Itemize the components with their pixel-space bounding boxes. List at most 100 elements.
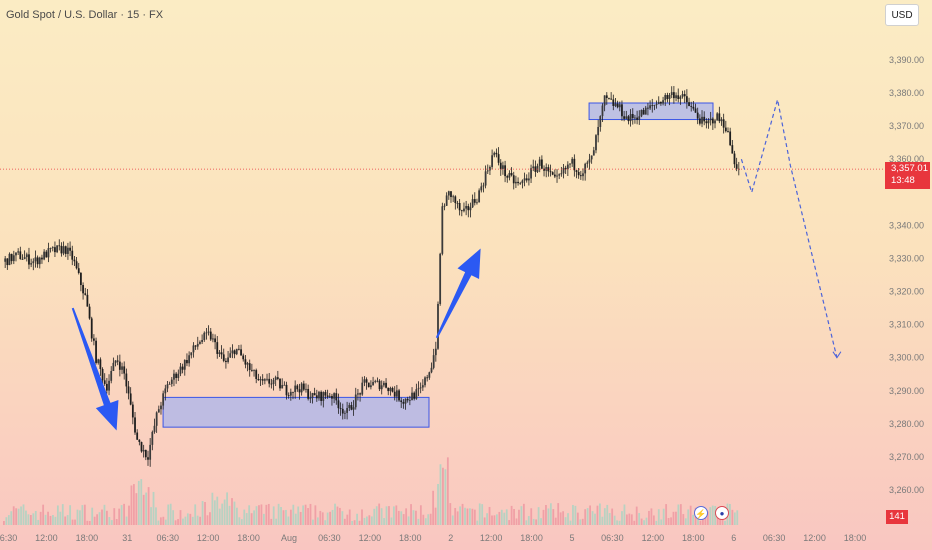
candle-body: [322, 392, 325, 401]
volume-bar: [645, 517, 648, 525]
volume-bar: [356, 513, 358, 525]
volume-bar: [238, 517, 241, 525]
volume-bar: [572, 504, 574, 525]
candle-body: [540, 159, 543, 169]
candle-body: [385, 382, 387, 388]
candle-body: [692, 106, 695, 109]
volume-bar: [231, 498, 233, 525]
volume-bar: [503, 512, 506, 525]
candle-body: [279, 378, 281, 389]
candle-body: [333, 393, 336, 399]
volume-bar: [358, 520, 361, 525]
candle-body: [365, 379, 368, 383]
volume-bar: [130, 485, 133, 525]
candle-body: [194, 345, 197, 347]
candle-body: [638, 116, 641, 120]
candle-body: [216, 342, 219, 354]
candle-body: [662, 100, 664, 104]
volume-bar: [167, 504, 170, 525]
flash-icon[interactable]: ⚡: [694, 506, 708, 520]
candle-body: [543, 168, 545, 171]
candle-body: [348, 405, 351, 409]
volume-bar: [667, 518, 670, 525]
candle-body: [670, 92, 673, 96]
candle-body: [517, 181, 519, 184]
volume-bar: [147, 487, 150, 525]
candle-body: [569, 163, 571, 165]
volume-bar: [417, 518, 420, 525]
volume-bar: [12, 506, 15, 525]
candle-body: [430, 367, 433, 373]
volume-bar: [446, 457, 449, 525]
candle-body: [655, 104, 658, 105]
candle-body: [666, 95, 669, 99]
volume-bar: [64, 516, 67, 525]
volume-bar: [61, 504, 64, 525]
candle-body: [220, 352, 223, 355]
candle-body: [454, 196, 457, 204]
volume-bar: [513, 509, 515, 525]
candle-body: [432, 355, 435, 368]
time-tick: 12:00: [359, 533, 382, 543]
candle-body: [69, 247, 71, 251]
volume-bar: [395, 505, 398, 525]
time-tick: 2: [448, 533, 453, 543]
volume-bar: [309, 503, 312, 525]
candle-body: [649, 105, 651, 109]
current-price-label: 3,357.01 13:48: [885, 162, 930, 189]
candle-body: [564, 167, 567, 170]
candle-body: [21, 259, 24, 260]
currency-button[interactable]: USD: [885, 4, 919, 26]
volume-bar: [324, 520, 327, 525]
volume-bar: [442, 467, 444, 525]
us-flag-icon[interactable]: ●: [715, 506, 729, 520]
volume-bar: [606, 504, 609, 525]
price-axis: 3,390.00 3,380.00 3,370.00 3,360.00 3,340.00…: [889, 55, 924, 495]
volume-bar: [110, 520, 113, 525]
time-tick: 18:00: [399, 533, 422, 543]
candle-body: [534, 166, 537, 172]
candle-body: [400, 400, 403, 403]
candle-body: [47, 248, 50, 258]
volume-bar: [287, 516, 290, 525]
candle-body: [491, 155, 494, 167]
candle-body: [471, 199, 474, 208]
volume-bar: [236, 507, 238, 525]
volume-bar: [456, 511, 459, 525]
candle-body: [324, 392, 327, 396]
candle-body: [547, 167, 550, 172]
candle-body: [28, 254, 30, 265]
volume-bar: [542, 509, 545, 525]
candle-body: [603, 95, 606, 106]
candle-body: [105, 383, 108, 391]
volume-bar: [518, 509, 520, 525]
volume-bar: [307, 508, 309, 525]
candle-body: [131, 404, 134, 418]
volume-bar: [292, 504, 295, 525]
candle-body: [657, 101, 660, 105]
volume-bar: [368, 515, 371, 525]
candle-body: [380, 385, 383, 390]
candle-body: [32, 261, 35, 264]
candle-body: [281, 385, 284, 389]
volume-bar: [255, 506, 258, 525]
volume-bar: [132, 484, 135, 525]
volume-bar: [380, 508, 383, 525]
volume-bar: [687, 509, 690, 525]
volume-bar: [383, 518, 385, 525]
volume-bar: [52, 515, 54, 525]
volume-bar: [589, 505, 592, 525]
volume-value-label: 141: [886, 510, 908, 524]
candle-body: [452, 196, 455, 198]
volume-bar: [260, 504, 263, 525]
volume-bar: [616, 520, 618, 525]
candle-body: [203, 332, 206, 340]
volume-bar: [684, 518, 687, 525]
candle-body: [352, 407, 355, 410]
volume-bar: [248, 505, 251, 525]
candle-body: [523, 178, 526, 181]
candle-body: [129, 393, 132, 405]
candle-body: [573, 158, 576, 171]
candle-body: [10, 253, 13, 262]
